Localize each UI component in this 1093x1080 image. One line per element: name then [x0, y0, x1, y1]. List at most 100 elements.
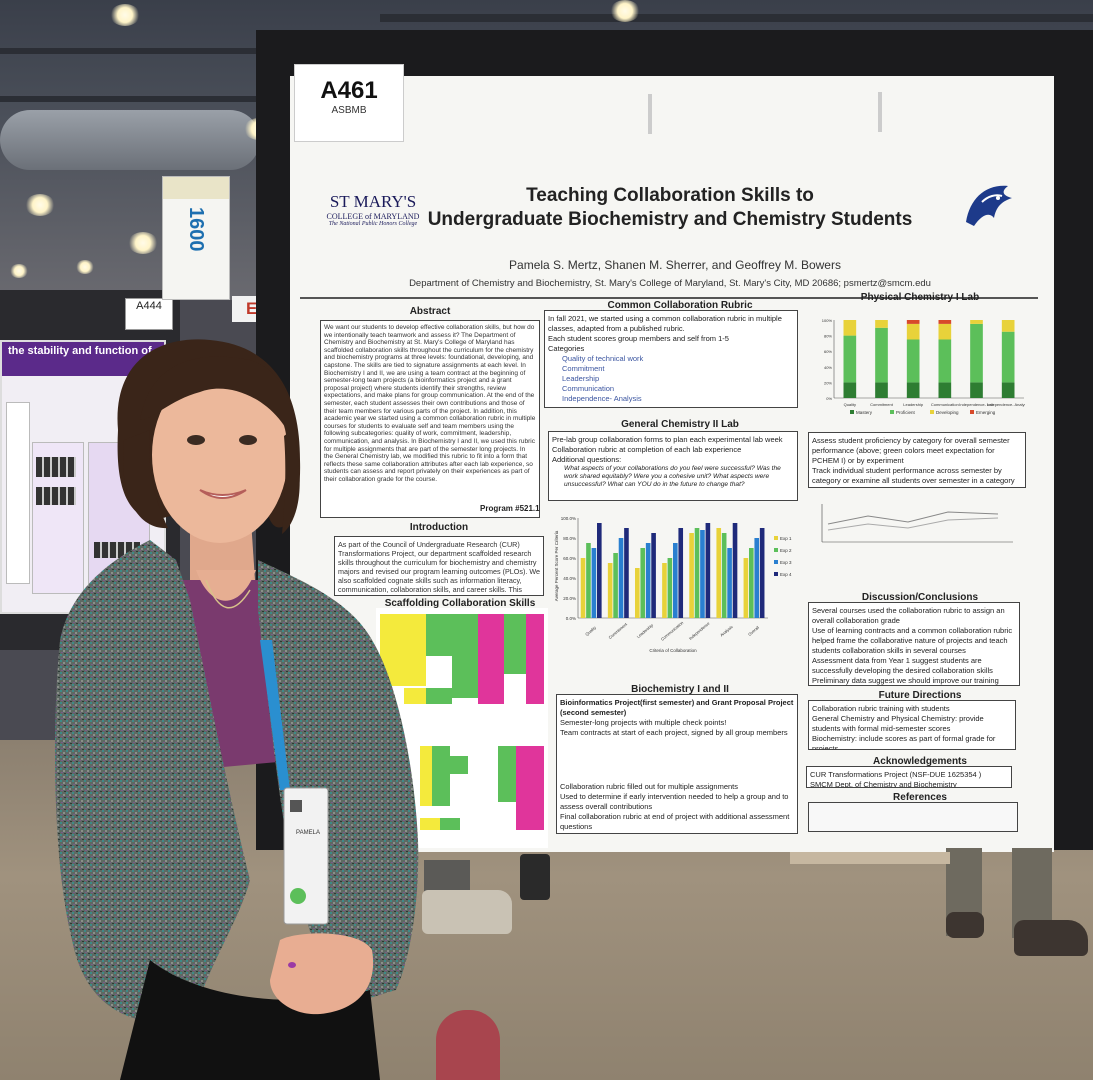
- ceiling-light: [10, 264, 28, 278]
- poster-title-line1: Teaching Collaboration Skills to: [526, 185, 814, 206]
- tick-label: 20%: [824, 380, 832, 385]
- legend-label: Exp 4: [780, 572, 792, 577]
- intro-body: As part of the Council of Undergraduate …: [338, 540, 541, 595]
- poster-department: Department of Chemistry and Biochemistry…: [409, 278, 931, 289]
- bar: [938, 323, 952, 340]
- bar: [694, 528, 700, 618]
- jacket-right: [258, 560, 419, 1010]
- table-cell: [478, 614, 504, 704]
- table-cell: [450, 756, 468, 774]
- ceiling-light: [128, 232, 158, 254]
- bar: [843, 320, 857, 336]
- tick-label: 0.0%: [566, 616, 576, 621]
- rubric-item: Each student scores group members and se…: [548, 334, 729, 343]
- rubric-category: Communication: [562, 384, 615, 393]
- pushpin: [878, 92, 882, 132]
- discussion-item: Use of learning contracts and a common c…: [812, 626, 1013, 655]
- seahawk-logo-icon: [966, 185, 1012, 226]
- bar: [667, 558, 673, 618]
- bar: [906, 339, 920, 383]
- table-cell: [420, 746, 432, 806]
- table-edge: [790, 852, 950, 864]
- society-logo: ASBMB: [331, 105, 367, 116]
- rubric-category: Independence- Analysis: [562, 394, 642, 403]
- badge-qr-icon: [290, 800, 302, 812]
- discussion-item: Assessment data from Year 1 suggest stud…: [812, 656, 993, 675]
- rubric-category: Quality of technical work: [562, 354, 644, 363]
- legend-swatch: [774, 572, 778, 576]
- table-cell: [426, 688, 452, 704]
- bar: [906, 382, 920, 398]
- title-rule: [300, 297, 1038, 299]
- ceiling-light: [25, 194, 55, 216]
- bar: [875, 327, 888, 383]
- legend-swatch: [890, 410, 894, 414]
- face: [152, 367, 288, 543]
- tick-label: 40%: [824, 365, 832, 370]
- future-heading: Future Directions: [878, 690, 962, 701]
- tick-label: Independence- Lab: [959, 402, 994, 407]
- bar: [906, 320, 920, 324]
- bar: [645, 543, 651, 618]
- rubric-item: Categories: [548, 344, 585, 353]
- legend-swatch: [774, 548, 778, 552]
- table-cell: [516, 746, 544, 830]
- ceiling-light: [76, 260, 94, 274]
- right-eye: [239, 435, 257, 445]
- student-line: [827, 517, 999, 531]
- biochem-item: Team contracts at start of each project,…: [560, 728, 788, 737]
- bar: [580, 558, 586, 618]
- student-line-chart: [821, 504, 1013, 543]
- tick-label: 60.0%: [563, 556, 576, 561]
- bar: [1001, 320, 1015, 332]
- ack-heading: Acknowledgements: [873, 756, 967, 767]
- left-poster-gel: [36, 457, 76, 477]
- genchem-box: Pre-lab group collaboration forms to pla…: [548, 431, 798, 501]
- bar: [721, 533, 727, 618]
- table-cell: [404, 688, 426, 704]
- bar: [618, 538, 624, 618]
- bar: [743, 558, 749, 618]
- future-item: Biochemistry: include scores as part of …: [812, 734, 996, 750]
- bar: [689, 533, 694, 618]
- college-logo: ST MARY'S COLLEGE of MARYLAND The Nation…: [318, 192, 428, 227]
- scaffolding-heading: Scaffolding Collaboration Skills: [384, 598, 536, 609]
- hanging-sign-number: 1600: [185, 207, 207, 252]
- hair-front: [140, 356, 297, 450]
- table-cell: [526, 614, 544, 704]
- program-number: Program #521.1: [480, 504, 540, 513]
- intro-heading: Introduction: [409, 522, 469, 533]
- left-poster-tag: A444: [125, 298, 173, 330]
- bar: [1001, 382, 1015, 398]
- table-cell: [498, 746, 516, 802]
- left-eye: [187, 435, 205, 445]
- tick-label: 100%: [822, 318, 833, 323]
- legend-swatch: [850, 410, 854, 414]
- rubric-category: Commitment: [562, 364, 605, 373]
- legend-label: Developing: [936, 410, 959, 415]
- sneaker: [422, 890, 512, 934]
- tick-label: 40.0%: [563, 576, 576, 581]
- ceiling-truss: [0, 48, 320, 54]
- tick-label: 80%: [824, 334, 832, 339]
- abstract-body: We want our students to develop effectiv…: [324, 324, 536, 483]
- poster-number: A461: [320, 77, 378, 104]
- bar: [705, 523, 711, 618]
- tick-label: 80.0%: [563, 536, 576, 541]
- hair-side-icon: [123, 430, 168, 529]
- black-pants: [120, 960, 380, 1080]
- legend-label: Exp 1: [780, 536, 792, 541]
- discussion-item: Several courses used the collaboration r…: [812, 606, 1005, 625]
- ack-box: CUR Transformations Project (NSF-DUE 162…: [806, 766, 1012, 788]
- bar: [875, 382, 888, 398]
- poster-title: Teaching Collaboration Skills to Undergr…: [420, 184, 920, 232]
- legend-label: Mastery: [856, 410, 873, 415]
- hair-side: [282, 430, 300, 534]
- table-cell: [420, 818, 440, 830]
- hanging-sign-header: [163, 177, 229, 199]
- physchem-box: Assess student proficiency by category f…: [808, 432, 1026, 488]
- tick-label: 100.0%: [561, 516, 576, 521]
- biochem-subheading: Bioinformatics Project(first semester) a…: [560, 698, 794, 717]
- legend-label: Exp 2: [780, 548, 792, 553]
